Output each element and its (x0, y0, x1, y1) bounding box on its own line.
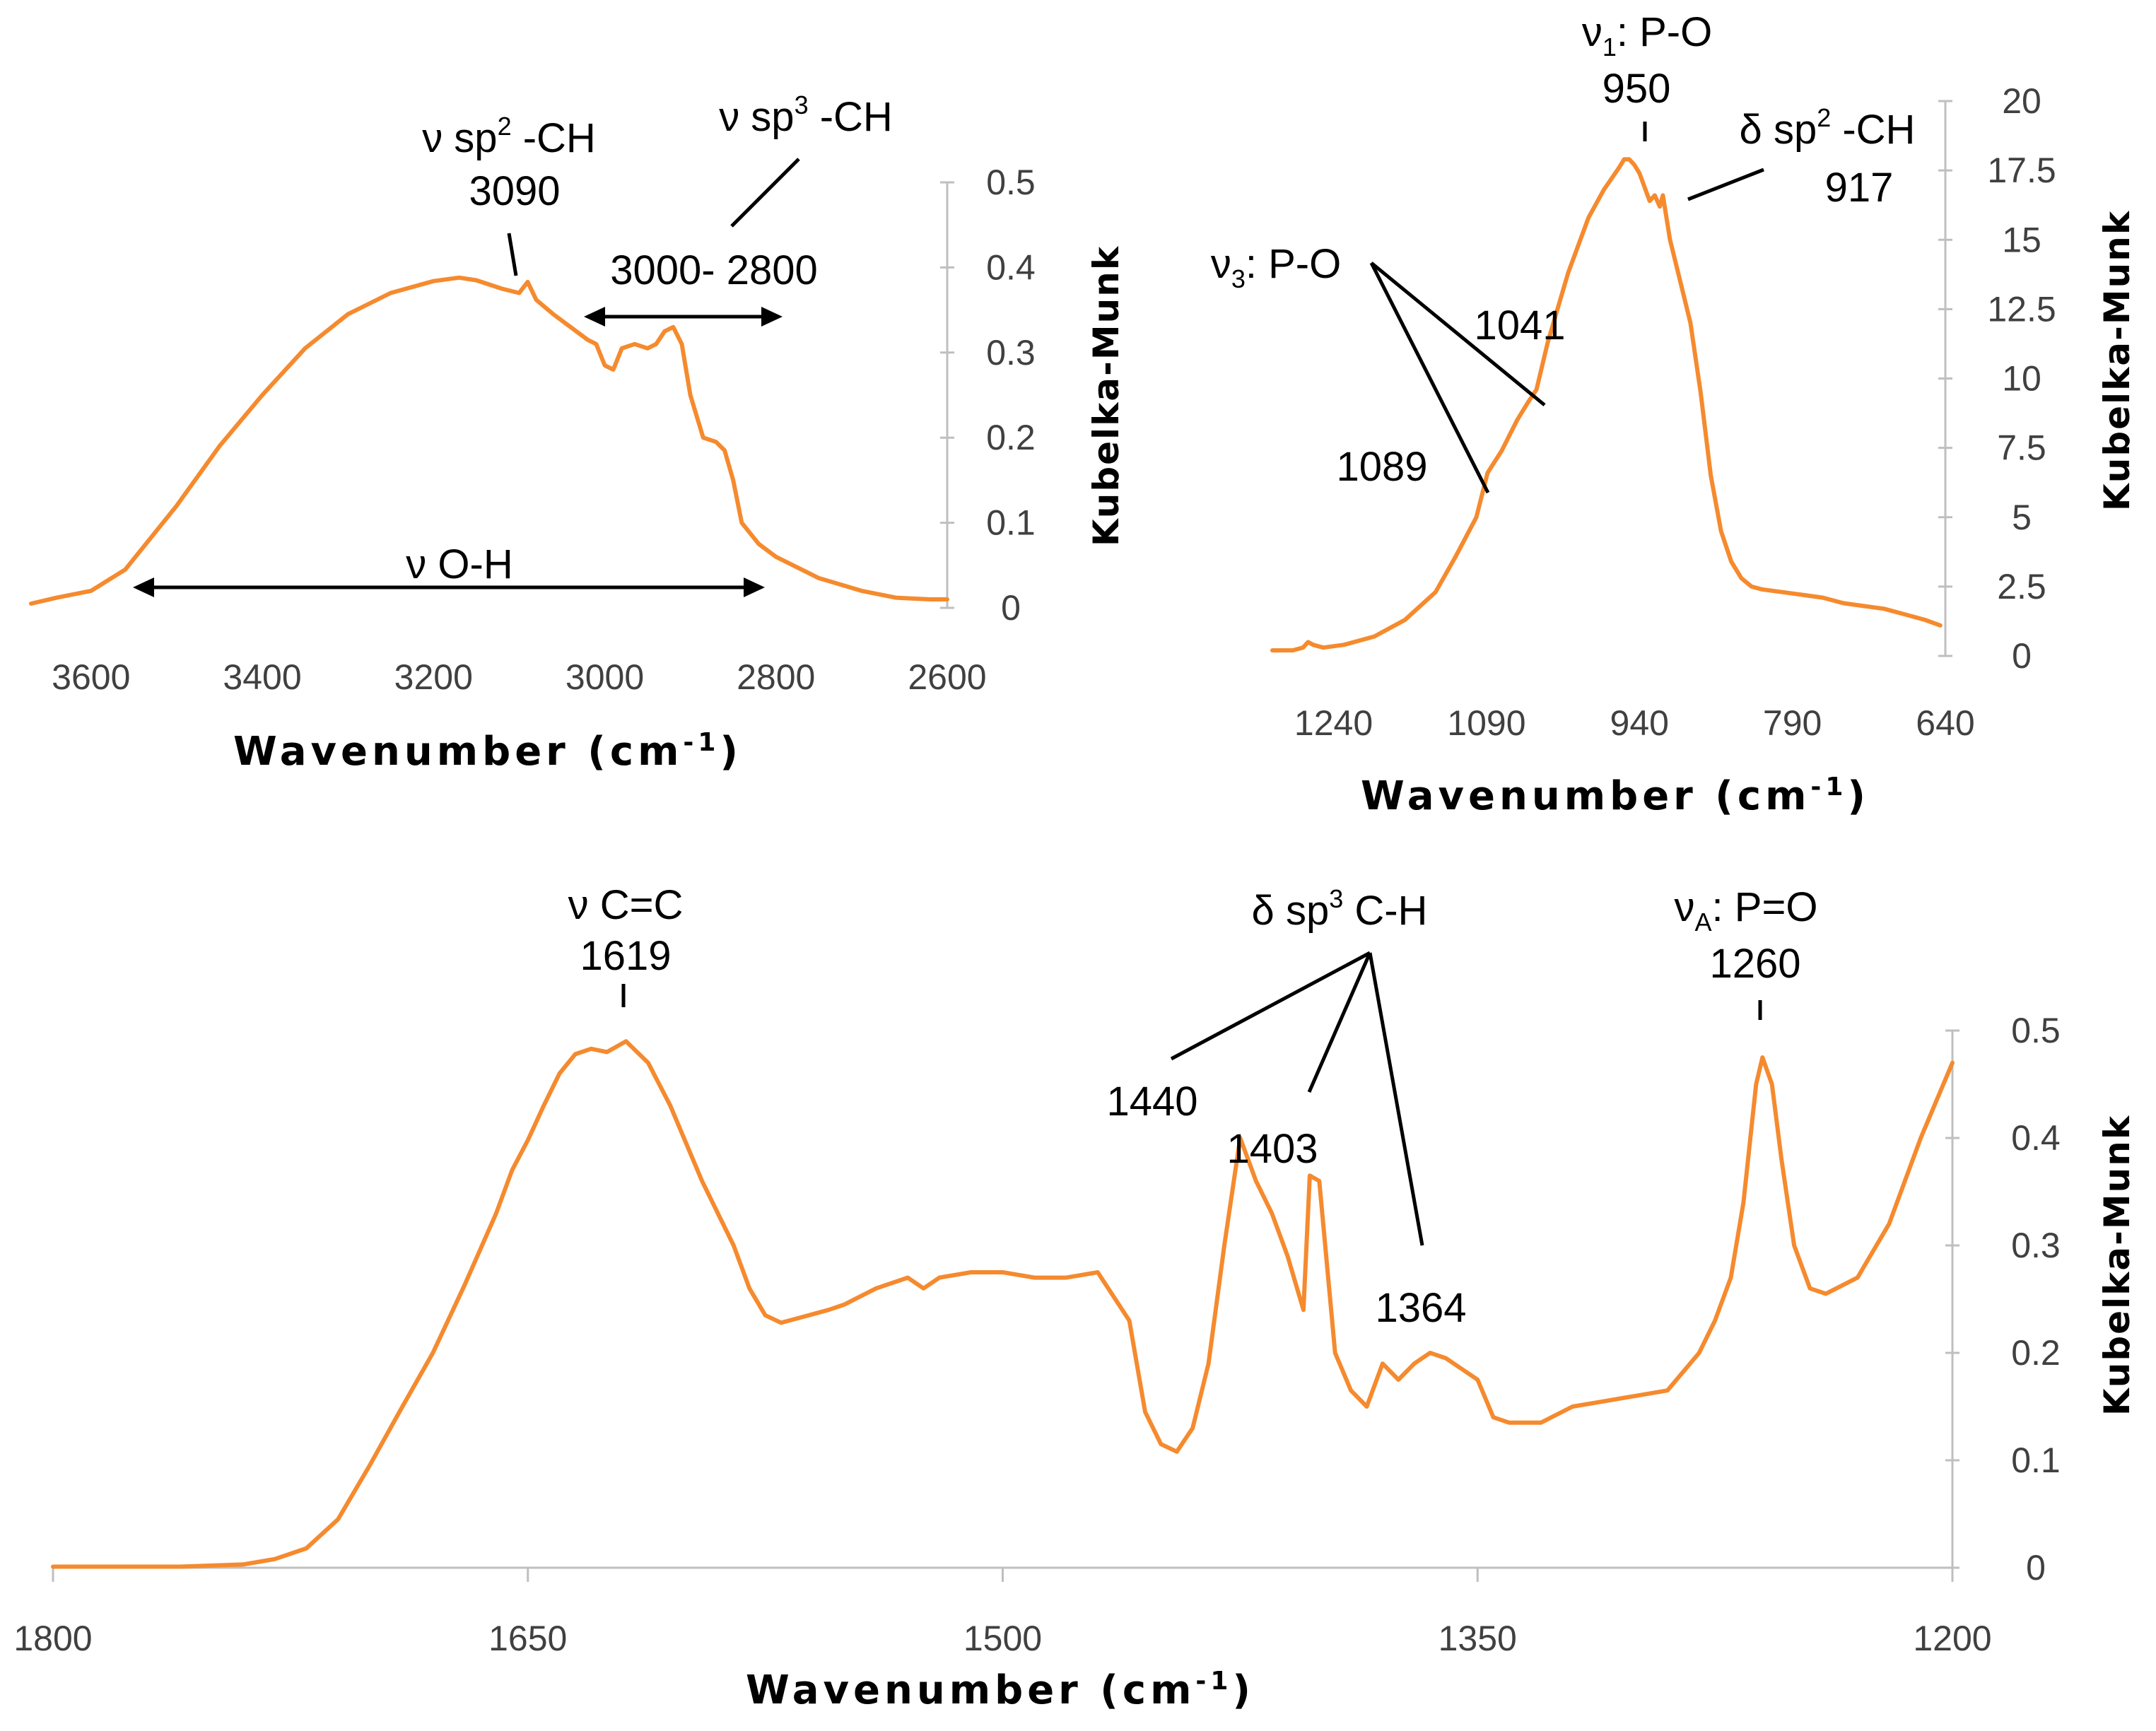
x-tick-label: 940 (1610, 703, 1669, 743)
chart2-annotation-1041: 1041 (1474, 303, 1565, 348)
y-tick-label: 12.5 (1987, 289, 2056, 329)
chart3-series-line (51, 1039, 1955, 1569)
chart2-y-axis-title: Kubelka-Munk (2097, 210, 2138, 511)
x-tick-label: 1200 (1913, 1619, 1991, 1658)
y-tick-label: 0.5 (986, 163, 1036, 202)
chart2-x-axis-title: Wavenumber (cm-1) (1361, 773, 1870, 819)
x-tick-label: 1350 (1439, 1619, 1517, 1658)
chart2-annotation-v1: ν1: P-O (1582, 9, 1712, 61)
chart3-x-axis: 1800 1650 1500 1350 1200 (13, 1566, 1992, 1658)
chart3-annotation-d-sp3-ch: δ sp3 C-H (1252, 884, 1428, 934)
chart2-annotation-d-sp2-ch: δ sp2 -CH (1740, 103, 1916, 153)
chart1-range-arrow (584, 307, 783, 327)
x-tick-label: 3400 (223, 657, 301, 697)
chart1-series-line (29, 275, 949, 606)
y-tick-label: 5 (2012, 498, 2032, 537)
x-tick-label: 640 (1916, 703, 1974, 743)
x-tick-label: 1240 (1294, 703, 1373, 743)
y-tick-label: 0.3 (2011, 1226, 2061, 1265)
y-tick-label: 10 (2002, 359, 2041, 399)
chart1-x-axis-title: Wavenumber (cm-1) (233, 728, 742, 775)
chart1-x-axis: 3600 3400 3200 3000 2800 2600 (52, 657, 986, 697)
x-tick-label: 1090 (1447, 703, 1525, 743)
x-tick-label: 1800 (13, 1619, 92, 1658)
x-tick-label: 1500 (963, 1619, 1042, 1658)
chart2-annotation-v3: ν3: P-O (1211, 241, 1341, 293)
x-tick-label: 3200 (394, 657, 473, 697)
chart2-leader-917 (1687, 168, 1764, 201)
y-tick-label: 2.5 (1997, 567, 2046, 606)
chart2-leader-1041 (1370, 262, 1546, 406)
chart3-leader-1364 (1368, 952, 1424, 1246)
chart3-x-axis-title: Wavenumber (cm-1) (746, 1667, 1255, 1713)
chart1-annotation-oh: ν O-H (406, 541, 512, 587)
chart2-leader-1089 (1369, 262, 1490, 494)
chart2-series-line (1270, 157, 1943, 653)
x-tick-label: 3600 (52, 657, 130, 697)
chart1-y-axis-title: Kubelka-Munk (1086, 245, 1127, 546)
chart1-leader-sp3 (730, 158, 800, 228)
chart3-annotation-cc: ν C=C (568, 882, 684, 928)
x-tick-label: 3000 (566, 657, 644, 697)
chart1-oh-arrow (133, 577, 765, 597)
x-tick-label: 790 (1763, 703, 1822, 743)
chart2-y-axis: 0 2.5 5 7.5 10 12.5 15 17.5 20 (1938, 81, 2056, 676)
chart2-annotation-950: 950 (1603, 66, 1671, 112)
chart3-annotation-1364: 1364 (1375, 1285, 1466, 1331)
y-tick-label: 0.2 (2011, 1333, 2061, 1373)
y-tick-label: 0.1 (986, 503, 1036, 543)
chart1-annotation-3090: 3090 (469, 168, 560, 214)
chart-po-stretch: 0 2.5 5 7.5 10 12.5 15 17.5 20 1240 1090 940 790 640… (1211, 9, 2138, 819)
chart3-annotation-pa: νA: P=O (1675, 884, 1818, 937)
y-tick-label: 0.4 (986, 247, 1036, 287)
chart2-annotation-917: 917 (1825, 165, 1894, 211)
chart1-annotation-sp2-ch: ν sp2 -CH (422, 112, 596, 161)
chart3-leader-1440 (1170, 951, 1371, 1061)
chart-fingerprint: 0 0.1 0.2 0.3 0.4 0.5 1800 1650 1500 1350 1200 Wa… (13, 882, 2138, 1713)
chart3-annotation-1619: 1619 (580, 933, 671, 979)
y-tick-label: 0 (2026, 1548, 2046, 1588)
x-tick-label: 2600 (908, 657, 986, 697)
y-tick-label: 0.5 (2011, 1011, 2061, 1050)
chart3-y-axis: 0 0.1 0.2 0.3 0.4 0.5 (1945, 1011, 2061, 1588)
chart1-annotation-sp3-ch: ν sp3 -CH (719, 90, 893, 140)
chart1-y-axis: 0 0.1 0.2 0.3 0.4 0.5 (940, 163, 1036, 628)
chart1-annotation-range: 3000- 2800 (610, 247, 817, 293)
chart3-y-axis-title: Kubelka-Munk (2097, 1115, 2138, 1416)
y-tick-label: 0.3 (986, 333, 1036, 372)
y-tick-label: 7.5 (1997, 428, 2046, 468)
chart2-annotation-1089: 1089 (1336, 444, 1427, 490)
chart3-annotation-1260: 1260 (1709, 941, 1800, 987)
y-tick-label: 17.5 (1987, 151, 2056, 190)
y-tick-label: 0.2 (986, 418, 1036, 457)
y-tick-label: 20 (2002, 81, 2041, 121)
y-tick-label: 0 (1001, 588, 1021, 628)
chart3-leader-1403 (1307, 951, 1372, 1093)
chart2-x-axis: 1240 1090 940 790 640 (1294, 703, 1975, 743)
y-tick-label: 0.4 (2011, 1118, 2061, 1158)
chart1-leader-3090 (507, 233, 518, 276)
y-tick-label: 0.1 (2011, 1440, 2061, 1480)
chart-oh-stretch: 0 0.1 0.2 0.3 0.4 0.5 3600 3400 3200 3000 2800 260… (29, 90, 1127, 775)
chart3-annotation-1440: 1440 (1106, 1079, 1197, 1125)
chart3-annotation-1403: 1403 (1226, 1126, 1318, 1172)
x-tick-label: 1650 (488, 1619, 567, 1658)
y-tick-label: 15 (2002, 220, 2041, 259)
x-tick-label: 2800 (737, 657, 815, 697)
y-tick-label: 0 (2012, 636, 2032, 676)
